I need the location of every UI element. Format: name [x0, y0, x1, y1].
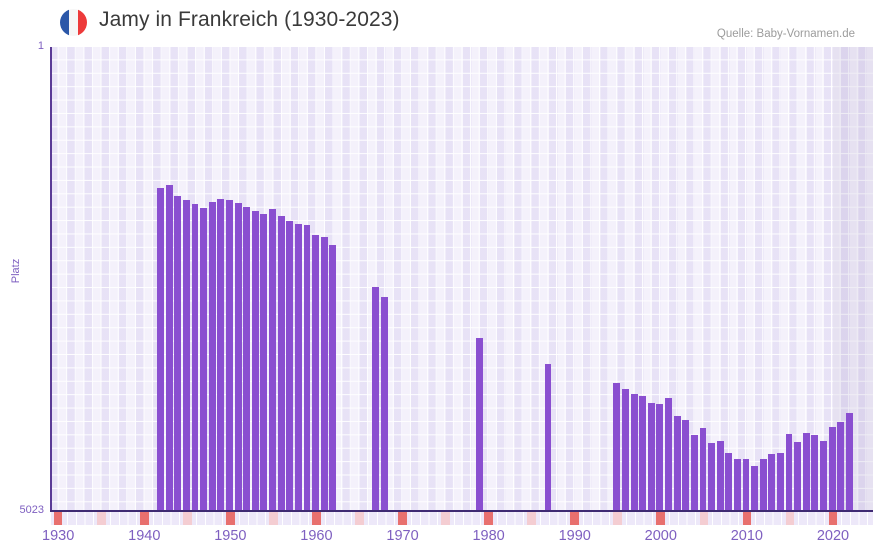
bar-1960: [312, 234, 319, 511]
x-axis-line: [50, 510, 873, 512]
bar-2007: [716, 440, 724, 511]
bar-2005: [699, 427, 707, 511]
bar-1953: [251, 211, 259, 511]
x-axis-tick-label: 1930: [42, 528, 75, 544]
x-tick-marker-2000: [656, 512, 666, 525]
bar-1946: [191, 203, 199, 511]
bar-1999: [647, 403, 655, 511]
bar-1997: [630, 394, 638, 511]
bar-2002: [673, 416, 681, 511]
x-tick-marker-2020: [828, 512, 838, 525]
x-axis-tick-label: 1950: [214, 528, 247, 544]
bar-1995: [613, 382, 621, 511]
bar-2020: [828, 426, 836, 511]
y-axis-title: Platz: [10, 258, 22, 284]
bar-2003: [682, 420, 690, 511]
bar-1948: [208, 202, 216, 511]
x-tick-marker-1970: [398, 512, 407, 525]
x-axis-tick-label: 2020: [816, 528, 850, 544]
y-axis-tick-bottom: 5023: [19, 504, 44, 516]
bar-1956: [277, 216, 285, 511]
bar-1968: [381, 296, 388, 511]
bar-1959: [303, 225, 311, 511]
bar-2017: [802, 433, 810, 511]
bar-1961: [320, 236, 328, 511]
x-axis-tick-label: 1960: [300, 528, 333, 544]
x-tick-marker-1940: [139, 512, 149, 525]
bar-2009: [733, 458, 741, 511]
x-tick-marker-1980: [484, 512, 493, 525]
bar-1955: [269, 208, 276, 511]
bar-2012: [759, 459, 767, 511]
page-title: Jamy in Frankreich (1930-2023): [99, 8, 400, 31]
x-tick-marker-2015: [785, 512, 795, 525]
bar-1951: [234, 203, 242, 511]
bar-2013: [768, 454, 776, 511]
x-axis-tick-label: 1940: [128, 528, 161, 544]
x-axis-tick-label: 1970: [386, 528, 419, 544]
bar-1943: [165, 184, 173, 511]
x-tick-marker-1985: [527, 512, 536, 525]
x-tick-marker-2010: [742, 512, 752, 525]
bar-2001: [665, 398, 672, 511]
bar-series: [50, 47, 873, 511]
bar-1987: [544, 363, 552, 511]
x-axis-tick-label: 2010: [730, 528, 764, 544]
x-axis-tick-label: 1990: [558, 528, 591, 544]
x-tick-marker-1950: [226, 512, 235, 525]
bar-1979: [475, 338, 483, 511]
marker-strip-grid: [50, 512, 873, 525]
bar-2019: [820, 440, 827, 511]
x-tick-marker-1930: [53, 512, 63, 525]
plot-area: [50, 47, 873, 511]
bar-1942: [157, 187, 165, 511]
bar-2018: [811, 434, 819, 511]
bar-2006: [708, 442, 715, 511]
x-tick-marker-2005: [699, 512, 709, 525]
bar-1957: [286, 220, 294, 511]
x-tick-marker-1955: [269, 512, 278, 525]
x-tick-marker-1945: [183, 512, 192, 525]
x-tick-marker-1935: [96, 512, 106, 525]
bar-1998: [639, 396, 647, 511]
chart-header: Jamy in Frankreich (1930-2023) Quelle: B…: [0, 0, 873, 46]
bar-1947: [200, 207, 208, 511]
bar-2004: [690, 434, 698, 511]
france-flag-icon: [60, 9, 87, 36]
bar-2022: [845, 412, 853, 511]
bar-2011: [751, 465, 759, 511]
bar-2021: [837, 421, 845, 511]
bar-1962: [329, 244, 337, 511]
bar-2000: [656, 404, 664, 511]
bar-2016: [794, 442, 802, 511]
x-axis-marker-strip: [50, 512, 873, 525]
x-axis-tick-label: 2000: [644, 528, 677, 544]
bar-1949: [217, 199, 225, 511]
x-tick-marker-1990: [570, 512, 579, 525]
bar-1954: [260, 214, 268, 511]
x-tick-marker-1965: [355, 512, 364, 525]
bar-1958: [294, 223, 302, 511]
bar-1996: [622, 389, 629, 511]
bar-1952: [243, 207, 251, 511]
bar-1967: [372, 287, 380, 511]
y-axis-line: [50, 47, 52, 511]
bar-1945: [183, 199, 190, 511]
y-axis-tick-top: 1: [37, 40, 44, 52]
bar-2008: [725, 452, 733, 511]
bar-2015: [785, 434, 793, 511]
x-tick-marker-1975: [441, 512, 450, 525]
bar-1944: [174, 195, 182, 511]
bar-2014: [777, 452, 784, 511]
source-attribution: Quelle: Baby-Vornamen.de: [716, 28, 855, 40]
x-tick-marker-1960: [312, 512, 321, 525]
bar-2010: [742, 458, 750, 511]
bar-1950: [226, 200, 233, 511]
x-axis-tick-label: 1980: [472, 528, 505, 544]
x-tick-marker-1995: [613, 512, 623, 525]
